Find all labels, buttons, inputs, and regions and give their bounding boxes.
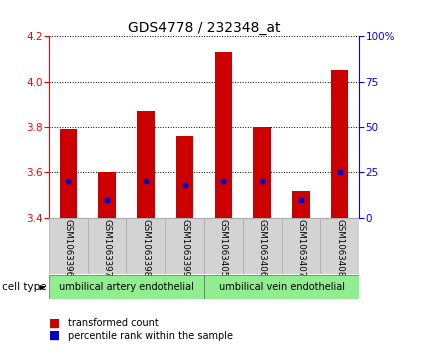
Bar [49, 275, 204, 299]
Text: umbilical artery endothelial: umbilical artery endothelial [59, 282, 194, 292]
Bar [320, 218, 359, 274]
Text: GSM1063396: GSM1063396 [64, 220, 73, 278]
Bar [204, 275, 359, 299]
Bar [176, 136, 193, 218]
Bar [281, 218, 320, 274]
Bar [137, 111, 155, 218]
Bar [243, 218, 281, 274]
Bar [88, 218, 127, 274]
Text: GSM1063408: GSM1063408 [335, 220, 344, 278]
Bar [204, 218, 243, 274]
Text: GSM1063407: GSM1063407 [297, 220, 306, 278]
Bar [253, 127, 271, 218]
Text: GSM1063397: GSM1063397 [102, 220, 111, 278]
Bar [49, 218, 88, 274]
Text: GSM1063405: GSM1063405 [219, 220, 228, 278]
Bar [60, 129, 77, 218]
Text: percentile rank within the sample: percentile rank within the sample [68, 331, 233, 341]
Bar [215, 52, 232, 218]
Bar [292, 191, 310, 218]
Text: transformed count: transformed count [68, 318, 159, 328]
Text: ■: ■ [49, 317, 60, 330]
Bar [165, 218, 204, 274]
Text: GSM1063399: GSM1063399 [180, 220, 189, 277]
Bar [127, 218, 165, 274]
Bar [98, 172, 116, 218]
Text: GSM1063398: GSM1063398 [142, 220, 150, 278]
Text: umbilical vein endothelial: umbilical vein endothelial [218, 282, 345, 292]
Text: ■: ■ [49, 329, 60, 342]
Title: GDS4778 / 232348_at: GDS4778 / 232348_at [128, 21, 280, 35]
Bar [331, 70, 348, 218]
Text: cell type: cell type [2, 282, 47, 293]
Polygon shape [40, 285, 45, 290]
Text: GSM1063406: GSM1063406 [258, 220, 266, 278]
